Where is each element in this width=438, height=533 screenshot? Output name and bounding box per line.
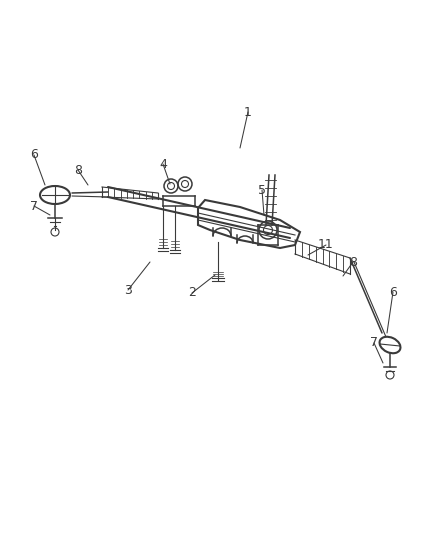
Text: 3: 3 bbox=[124, 284, 132, 296]
Text: 2: 2 bbox=[188, 287, 196, 300]
Text: 11: 11 bbox=[318, 238, 334, 252]
Text: 6: 6 bbox=[389, 286, 397, 298]
Text: 1: 1 bbox=[244, 106, 252, 118]
Text: 4: 4 bbox=[159, 157, 167, 171]
Text: 7: 7 bbox=[370, 336, 378, 350]
Text: 8: 8 bbox=[349, 255, 357, 269]
Text: 5: 5 bbox=[258, 183, 266, 197]
Text: 6: 6 bbox=[30, 149, 38, 161]
Text: 7: 7 bbox=[30, 199, 38, 213]
Text: 8: 8 bbox=[74, 164, 82, 176]
